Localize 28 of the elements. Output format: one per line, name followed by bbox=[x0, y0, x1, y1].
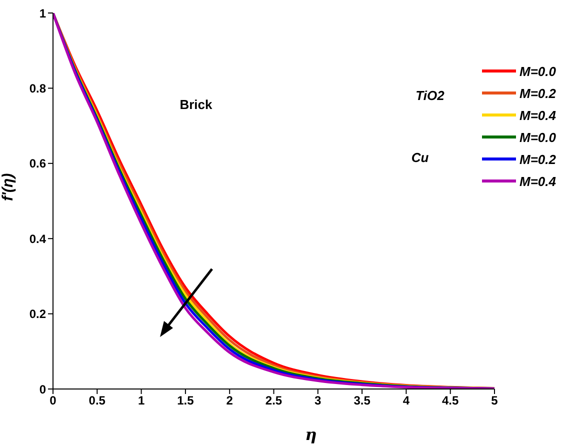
legend-label: M=0.2 bbox=[520, 86, 556, 100]
x-tick-label: 3.5 bbox=[354, 394, 371, 408]
y-tick-label: 1 bbox=[39, 6, 46, 20]
x-tick-label: 5 bbox=[491, 394, 498, 408]
y-tick-label: 0.4 bbox=[29, 232, 46, 246]
y-tick-label: 0.2 bbox=[29, 307, 46, 322]
x-tick-label: 0 bbox=[50, 394, 57, 408]
x-tick-label: 4.5 bbox=[442, 394, 460, 408]
x-axis-title: η bbox=[305, 425, 317, 444]
x-tick-label: 3 bbox=[314, 394, 322, 408]
x-tick-label: 1 bbox=[138, 394, 145, 408]
legend-label: M=0.0 bbox=[520, 130, 556, 144]
legend-label: M=0.2 bbox=[520, 152, 556, 166]
legend-label: M=0.4 bbox=[520, 174, 556, 188]
y-tick-label: 0 bbox=[39, 382, 46, 396]
annotation: Cu bbox=[411, 150, 429, 165]
annotation: Brick bbox=[180, 97, 212, 112]
y-tick-label: 0.8 bbox=[29, 81, 46, 96]
y-axis-title: f'(η) bbox=[0, 173, 16, 201]
x-tick-label: 4 bbox=[402, 394, 410, 408]
y-tick-label: 0.6 bbox=[29, 156, 46, 171]
x-tick-label: 1.5 bbox=[177, 394, 194, 408]
legend-label: M=0.0 bbox=[520, 64, 556, 78]
legend-label: M=0.4 bbox=[520, 108, 556, 122]
x-tick-label: 2.5 bbox=[265, 394, 282, 408]
annotation: TiO2 bbox=[416, 88, 444, 103]
x-tick-label: 0.5 bbox=[88, 394, 106, 408]
x-tick-label: 2 bbox=[226, 394, 234, 408]
